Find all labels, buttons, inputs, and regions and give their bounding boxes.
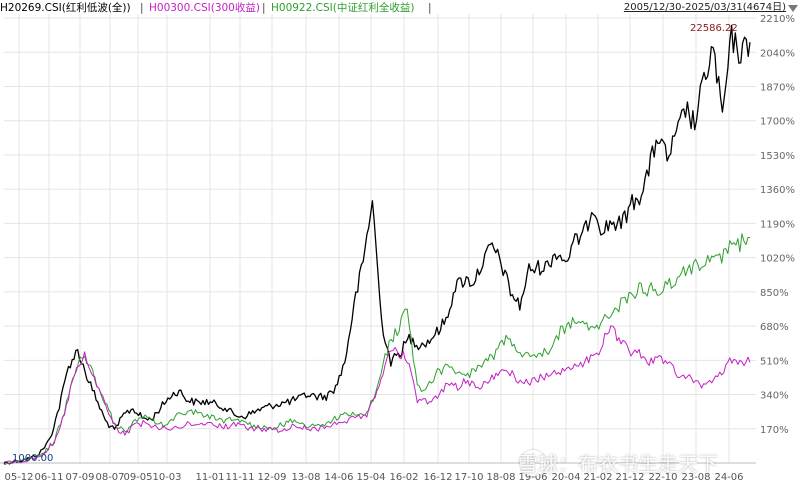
x-tick-label: 07-09 [65,472,94,483]
x-tick-label: 10-03 [152,472,181,483]
series-line-2 [3,325,751,464]
x-tick-label: 08-07 [95,472,124,483]
x-tick-label: 13-08 [291,472,320,483]
y-tick-label: 1870% [760,82,795,93]
legend-separator: | [262,2,266,14]
watermark: 雪球：布衣书生走天下 [518,452,718,476]
x-tick-label: 05-12 [4,472,33,483]
x-tick-label: 16-12 [423,472,452,483]
y-tick-label: 680% [760,322,789,333]
x-tick-label: 16-02 [389,472,418,483]
grid-lines [4,14,756,463]
legend-separator: | [140,2,144,14]
x-tick-label: 11-11 [225,472,254,483]
series-line-0 [3,24,751,465]
y-tick-label: 2210% [760,14,795,25]
peak-value-label: 22586.22 [690,23,738,34]
x-tick-label: 23-08 [681,472,710,483]
y-tick-label: 2040% [760,48,795,59]
series-line-1 [3,233,750,466]
x-tick-label: 21-02 [583,472,612,483]
x-tick-label: 21-12 [615,472,644,483]
series-lines [3,24,751,466]
y-tick-label: 850% [760,288,789,299]
y-tick-label: 1360% [760,185,795,196]
date-range-selector[interactable]: 2005/12/30-2025/03/31(4674日) [623,2,786,13]
legend-item-h20269[interactable]: H20269.CSI(红利低波(全)) [0,2,131,14]
x-tick-label: 24-06 [714,472,743,483]
x-tick-label: 19-06 [518,472,547,483]
legend-item-h00922[interactable]: H00922.CSI(中证红利全收益) [271,2,415,14]
dropdown-arrow-icon[interactable] [788,5,798,12]
y-tick-label: 170% [760,425,789,436]
x-tick-label: 09-05 [123,472,152,483]
y-tick-label: 1700% [760,117,795,128]
legend: H20269.CSI(红利低波(全)) | H00300.CSI(300收益) … [0,0,800,16]
x-tick-label: 12-09 [257,472,286,483]
start-value-label: 1000.00 [12,453,53,464]
y-tick-label: 1190% [760,219,795,230]
x-tick-label: 18-08 [486,472,515,483]
x-tick-label: 06-11 [34,472,63,483]
y-axis: 170% 340% 510% 680% 850% 1020% 1190% 1360% 1530%… [760,14,795,436]
x-tick-label: 17-10 [454,472,483,483]
y-tick-label: 1530% [760,151,795,162]
legend-item-h00300[interactable]: H00300.CSI(300收益) [149,2,260,14]
x-tick-label: 11-01 [195,472,224,483]
annotations: 1000.00 22586.22 [12,23,738,464]
x-tick-label: 22-10 [648,472,677,483]
x-tick-label: 15-04 [356,472,385,483]
snowball-logo-icon [520,450,546,476]
y-tick-label: 1020% [760,254,795,265]
x-tick-label: 14-06 [324,472,353,483]
y-tick-label: 510% [760,356,789,367]
legend-separator: | [428,2,432,14]
x-tick-label: 20-04 [551,472,580,483]
y-tick-label: 340% [760,391,789,402]
